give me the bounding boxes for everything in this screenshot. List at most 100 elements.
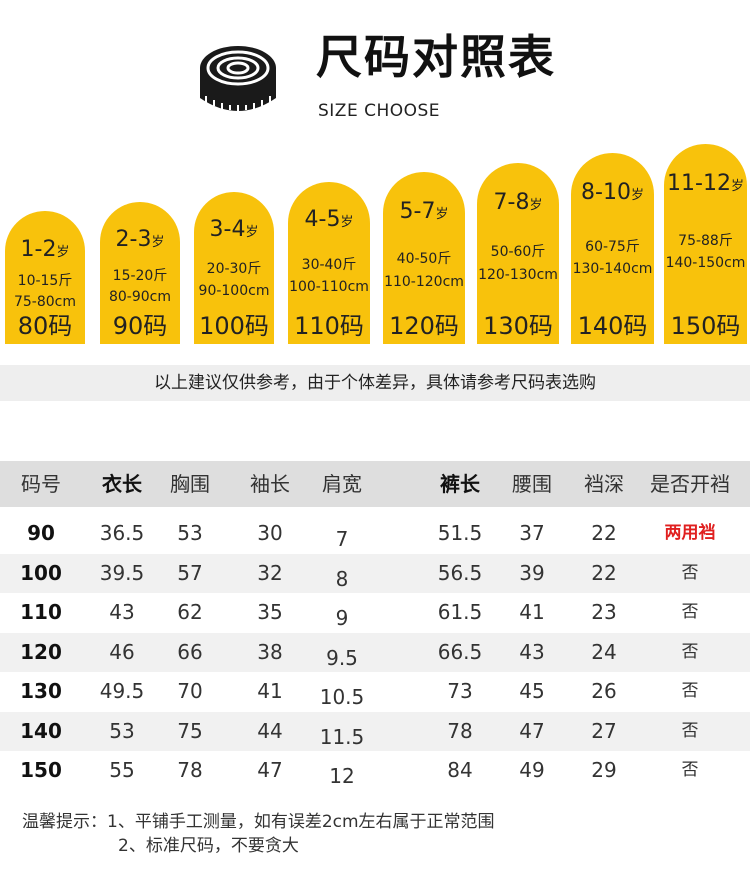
size-card: 8-10岁 60-75斤 130-140cm 140码	[571, 153, 654, 344]
table-cell: 75	[177, 719, 203, 743]
card-age: 8-10岁	[581, 180, 644, 205]
table-cell: 110	[20, 600, 62, 624]
table-cell: 8	[335, 567, 349, 591]
table-cell: 27	[591, 719, 617, 743]
card-size-code: 140码	[577, 312, 648, 340]
card-size-code: 80码	[17, 312, 73, 340]
card-age: 7-8岁	[493, 190, 543, 215]
table-cell: 否	[681, 602, 699, 622]
card-height: 90-100cm	[198, 283, 270, 299]
table-cell: 否	[681, 563, 699, 583]
table-cell: 53	[109, 719, 135, 743]
column-header: 衣长	[102, 472, 142, 496]
table-cell: 120	[20, 640, 62, 664]
table-cell: 49.5	[99, 679, 145, 703]
size-cards: 1-2岁 10-15斤 75-80cm 80码 2-3岁 15-20斤 80-9…	[0, 0, 750, 350]
table-cell: 41	[257, 679, 283, 703]
table-cell: 39.5	[99, 561, 145, 585]
table-row: 140 53 75 44 11.5 78 47 27 否	[0, 712, 750, 751]
table-cell: 47	[257, 758, 283, 782]
table-cell: 100	[20, 561, 62, 585]
table-cell: 73	[447, 679, 473, 703]
table-cell: 30	[257, 521, 283, 545]
table-cell: 两用裆	[664, 523, 716, 543]
card-weight: 75-88斤	[678, 233, 733, 249]
column-header: 裤长	[440, 472, 480, 496]
table-cell: 23	[591, 600, 617, 624]
table-cell: 24	[591, 640, 617, 664]
table-cell: 45	[519, 679, 545, 703]
card-size-code: 90码	[112, 312, 168, 340]
advice-note: 以上建议仅供参考，由于个体差异，具体请参考尺码表选购	[0, 365, 750, 401]
card-age: 1-2岁	[20, 237, 70, 262]
size-card: 1-2岁 10-15斤 75-80cm 80码	[5, 211, 85, 344]
table-cell: 61.5	[437, 600, 483, 624]
table-cell: 10.5	[319, 685, 365, 709]
card-age: 11-12岁	[667, 171, 744, 196]
table-cell: 32	[257, 561, 283, 585]
table-cell: 78	[447, 719, 473, 743]
table-cell: 36.5	[99, 521, 145, 545]
table-cell: 66	[177, 640, 203, 664]
card-weight: 40-50斤	[396, 251, 452, 267]
table-cell: 否	[681, 681, 699, 701]
tips: 温馨提示：1、平铺手工测量，如有误差2cm左右属于正常范围 2、标准尺码，不要贪…	[22, 810, 495, 858]
table-cell: 47	[519, 719, 545, 743]
column-header: 裆深	[584, 472, 624, 496]
card-weight: 30-40斤	[301, 257, 357, 273]
card-age: 4-5岁	[304, 207, 354, 232]
table-cell: 70	[177, 679, 203, 703]
table-cell: 44	[257, 719, 283, 743]
table-cell: 62	[177, 600, 203, 624]
column-header: 胸围	[170, 472, 210, 496]
card-height: 130-140cm	[572, 261, 653, 277]
table-cell: 9.5	[326, 646, 358, 670]
table-cell: 22	[591, 521, 617, 545]
table-cell: 84	[447, 758, 473, 782]
page-title: 尺码对照表	[316, 30, 556, 84]
table-cell: 否	[681, 642, 699, 662]
table-cell: 否	[681, 760, 699, 780]
page-subtitle: SIZE CHOOSE	[318, 101, 441, 121]
card-height: 110-120cm	[384, 274, 464, 290]
table-cell: 53	[177, 521, 203, 545]
table-cell: 29	[591, 758, 617, 782]
card-size-code: 110码	[294, 312, 364, 340]
table-cell: 150	[20, 758, 62, 782]
card-age: 3-4岁	[209, 217, 259, 242]
size-table-header: 码号 衣长 胸围 袖长 肩宽 裤长 腰围 裆深 是否开裆	[0, 461, 750, 507]
column-header: 是否开裆	[650, 472, 730, 496]
column-header: 码号	[21, 472, 61, 496]
table-cell: 43	[109, 600, 135, 624]
card-height: 100-110cm	[289, 279, 369, 295]
size-card: 3-4岁 20-30斤 90-100cm 100码	[194, 192, 274, 344]
table-cell: 56.5	[437, 561, 483, 585]
table-row: 100 39.5 57 32 8 56.5 39 22 否	[0, 554, 750, 593]
table-cell: 140	[20, 719, 62, 743]
size-card: 4-5岁 30-40斤 100-110cm 110码	[288, 182, 370, 344]
table-row: 110 43 62 35 9 61.5 41 23 否	[0, 593, 750, 632]
card-size-code: 130码	[483, 312, 553, 340]
table-cell: 37	[519, 521, 545, 545]
table-cell: 9	[335, 606, 349, 630]
table-cell: 90	[27, 521, 55, 545]
table-cell: 51.5	[437, 521, 483, 545]
table-row: 120 46 66 38 9.5 66.5 43 24 否	[0, 633, 750, 672]
table-row: 130 49.5 70 41 10.5 73 45 26 否	[0, 672, 750, 711]
column-header: 肩宽	[322, 472, 362, 496]
card-height: 75-80cm	[13, 294, 76, 310]
card-weight: 15-20斤	[112, 268, 168, 284]
table-cell: 35	[257, 600, 283, 624]
card-size-code: 120码	[389, 312, 459, 340]
table-cell: 66.5	[437, 640, 483, 664]
table-cell: 55	[109, 758, 135, 782]
card-size-code: 100码	[199, 312, 269, 340]
column-header: 腰围	[512, 472, 552, 496]
card-weight: 20-30斤	[206, 261, 262, 277]
table-cell: 38	[257, 640, 283, 664]
card-height: 140-150cm	[665, 255, 746, 271]
card-weight: 10-15斤	[17, 273, 73, 289]
card-weight: 50-60斤	[490, 244, 546, 260]
table-cell: 49	[519, 758, 545, 782]
table-cell: 130	[20, 679, 62, 703]
